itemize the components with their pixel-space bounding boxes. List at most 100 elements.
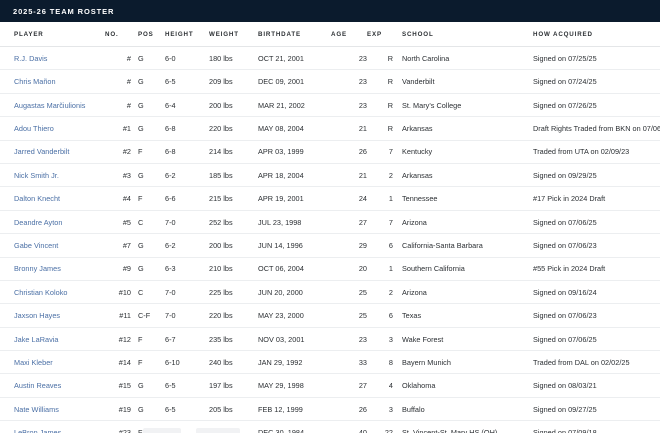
player-link[interactable]: Chris Mañon — [14, 77, 56, 87]
cell-experience: 8 — [367, 350, 393, 375]
player-link[interactable]: Bronny James — [14, 264, 61, 274]
player-link[interactable]: Gabe Vincent — [14, 241, 59, 251]
cell-birthdate: JUN 14, 1996 — [253, 233, 331, 258]
cell-height: 7-0 — [161, 303, 203, 328]
player-link[interactable]: Dalton Knecht — [14, 194, 61, 204]
table-row: Maxi Kleber #14 F 6-10 240 lbs JAN 29, 1992 33… — [0, 350, 660, 375]
cell-experience: R — [367, 46, 393, 71]
table-row: Gabe Vincent #7 G 6-2 200 lbs JUN 14, 1996 29 6… — [0, 233, 660, 258]
cell-school: Southern California — [393, 257, 533, 281]
cell-player: Bronny James — [0, 257, 105, 281]
player-link[interactable]: Austin Reaves — [14, 381, 62, 391]
cell-position: G — [131, 116, 161, 141]
cell-age: 27 — [331, 373, 367, 398]
cell-position: C-F — [131, 303, 161, 328]
column-header-age[interactable]: AGE — [331, 22, 367, 47]
cell-player: LeBron James — [0, 420, 105, 433]
cell-player: Nick Smith Jr. — [0, 163, 105, 188]
cell-number: #7 — [105, 233, 131, 258]
cell-number: #12 — [105, 327, 131, 352]
column-header-height[interactable]: HEIGHT — [161, 22, 203, 47]
column-header-weight[interactable]: WEIGHT — [203, 22, 253, 47]
cell-height: 6-4 — [161, 93, 203, 118]
cell-number: #11 — [105, 303, 131, 328]
cell-player: Austin Reaves — [0, 373, 105, 398]
table-row: Christian Koloko #10 C 7-0 225 lbs JUN 20, 20… — [0, 280, 660, 305]
cell-birthdate: NOV 03, 2001 — [253, 327, 331, 352]
player-link[interactable]: Christian Koloko — [14, 287, 68, 297]
cell-age: 21 — [331, 116, 367, 141]
column-header-school[interactable]: SCHOOL — [393, 22, 533, 47]
cell-how-acquired: Signed on 07/06/23 — [533, 233, 660, 258]
cell-weight: 215 lbs — [203, 186, 253, 211]
column-header-experience[interactable]: EXP — [367, 22, 393, 47]
cell-player: R.J. Davis — [0, 46, 105, 71]
player-link[interactable]: Deandre Ayton — [14, 217, 63, 227]
cell-player: Nate Williams — [0, 397, 105, 422]
cell-how-acquired: Signed on 09/29/25 — [533, 163, 660, 188]
player-link[interactable]: Nate Williams — [14, 404, 59, 414]
table-row: Dalton Knecht #4 F 6-6 215 lbs APR 19, 2001 24… — [0, 186, 660, 211]
cell-number: #15 — [105, 373, 131, 398]
player-link[interactable]: Jarred Vanderbilt — [14, 147, 70, 157]
cell-player: Maxi Kleber — [0, 350, 105, 375]
cell-height: 7-0 — [161, 210, 203, 235]
column-header-player[interactable]: PLAYER — [0, 22, 105, 47]
cell-experience: 7 — [367, 140, 393, 164]
column-header-how-acquired[interactable]: HOW ACQUIRED — [533, 22, 660, 47]
cell-experience: 22 — [367, 420, 393, 433]
cell-school: Texas — [393, 303, 533, 328]
footer-control-two[interactable] — [196, 428, 240, 433]
cell-school: Arizona — [393, 210, 533, 235]
cell-player: Adou Thiero — [0, 116, 105, 141]
player-link[interactable]: Jaxson Hayes — [14, 311, 61, 321]
cell-birthdate: APR 03, 1999 — [253, 140, 331, 164]
footer-control-one[interactable] — [143, 428, 181, 433]
cell-age: 26 — [331, 397, 367, 422]
cell-birthdate: MAR 21, 2002 — [253, 93, 331, 118]
cell-position: F — [131, 327, 161, 352]
cell-age: 23 — [331, 327, 367, 352]
cell-number: #3 — [105, 163, 131, 188]
roster-header-row: PLAYER NO. POS HEIGHT WEIGHT BIRTHDATE A… — [0, 22, 660, 47]
column-header-number[interactable]: NO. — [105, 22, 131, 47]
cell-weight: 200 lbs — [203, 93, 253, 118]
cell-birthdate: APR 18, 2004 — [253, 163, 331, 188]
cell-weight: 205 lbs — [203, 397, 253, 422]
player-link[interactable]: Augastas Marčiulionis — [14, 100, 86, 110]
player-link[interactable]: Nick Smith Jr. — [14, 170, 59, 180]
player-link[interactable]: LeBron James — [14, 428, 62, 433]
cell-age: 27 — [331, 210, 367, 235]
cell-height: 6-5 — [161, 397, 203, 422]
cell-number: #5 — [105, 210, 131, 235]
cell-school: Wake Forest — [393, 327, 533, 352]
cell-age: 23 — [331, 93, 367, 118]
player-link[interactable]: R.J. Davis — [14, 53, 48, 63]
cell-birthdate: OCT 21, 2001 — [253, 46, 331, 71]
cell-number: #2 — [105, 140, 131, 164]
cell-experience: 3 — [367, 397, 393, 422]
cell-how-acquired: Traded from DAL on 02/02/25 — [533, 350, 660, 375]
cell-birthdate: APR 19, 2001 — [253, 186, 331, 211]
roster-table-body: R.J. Davis # G 6-0 180 lbs OCT 21, 2001 23 R Nor… — [0, 46, 660, 433]
cell-position: G — [131, 69, 161, 94]
roster-table: PLAYER NO. POS HEIGHT WEIGHT BIRTHDATE A… — [0, 22, 660, 433]
cell-weight: 180 lbs — [203, 46, 253, 71]
cell-school: Buffalo — [393, 397, 533, 422]
cell-player: Augastas Marčiulionis — [0, 93, 105, 118]
player-link[interactable]: Maxi Kleber — [14, 357, 53, 367]
player-link[interactable]: Adou Thiero — [14, 124, 54, 134]
cell-weight: 209 lbs — [203, 69, 253, 94]
table-row: R.J. Davis # G 6-0 180 lbs OCT 21, 2001 23 R Nor… — [0, 46, 660, 71]
cell-experience: 6 — [367, 303, 393, 328]
table-row: Nate Williams #19 G 6-5 205 lbs FEB 12, 1999 2… — [0, 397, 660, 422]
cell-birthdate: MAY 23, 2000 — [253, 303, 331, 328]
player-link[interactable]: Jake LaRavia — [14, 334, 59, 344]
cell-number: #9 — [105, 257, 131, 281]
cell-position: G — [131, 46, 161, 71]
column-header-birthdate[interactable]: BIRTHDATE — [253, 22, 331, 47]
cell-weight: 197 lbs — [203, 373, 253, 398]
cell-school: Arizona — [393, 280, 533, 305]
column-header-position[interactable]: POS — [131, 22, 161, 47]
cell-number: # — [105, 93, 131, 118]
